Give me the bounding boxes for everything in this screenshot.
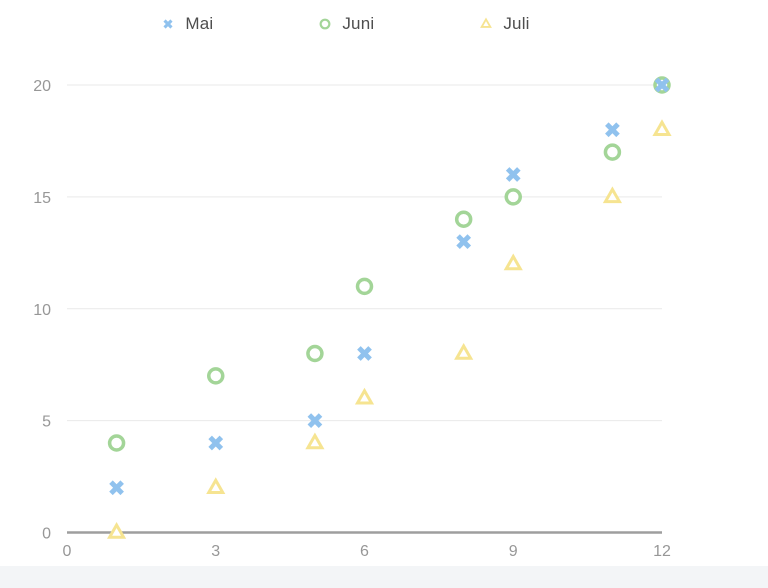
data-point-mai[interactable] (109, 480, 124, 496)
legend-label: Mai (185, 14, 214, 33)
x-tick-label: 12 (653, 543, 671, 560)
data-point-juni[interactable] (603, 143, 622, 161)
data-point-juni[interactable] (504, 188, 522, 206)
legend-triangle-icon (480, 17, 493, 28)
data-point-juli[interactable] (354, 387, 375, 405)
legend-item-juni[interactable]: Juni (317, 14, 374, 34)
legend-marker-glyph (163, 19, 173, 29)
legend-marker-glyph (480, 17, 493, 28)
data-point-mai[interactable] (505, 167, 521, 182)
chart-legend: Mai Juni Juli (0, 14, 690, 34)
legend-item-mai[interactable]: Mai (160, 14, 213, 34)
data-point-juni[interactable] (306, 344, 324, 363)
data-point-juli[interactable] (107, 521, 127, 539)
data-point-juli[interactable] (206, 477, 226, 495)
x-tick-label: 6 (360, 543, 369, 560)
y-tick-label: 0 (42, 526, 51, 543)
data-point-juni[interactable] (355, 277, 374, 296)
data-point-mai[interactable] (654, 77, 670, 93)
legend-label: Juli (503, 14, 530, 33)
data-point-juni[interactable] (207, 367, 225, 385)
legend-label: Juni (342, 14, 375, 33)
data-point-juli[interactable] (652, 119, 672, 137)
x-tick-label: 3 (211, 543, 220, 560)
data-point-juli[interactable] (305, 432, 325, 450)
y-tick-label: 20 (33, 78, 51, 95)
data-point-mai[interactable] (605, 122, 620, 138)
data-point-juli[interactable] (454, 342, 474, 360)
data-point-mai[interactable] (456, 234, 472, 249)
data-point-mai[interactable] (208, 435, 224, 451)
legend-marker-glyph (319, 18, 331, 30)
page-background-strip (0, 566, 768, 588)
legend-circle-icon (319, 18, 331, 30)
legend-item-juli[interactable]: Juli (478, 14, 529, 34)
data-point-juli[interactable] (602, 186, 622, 204)
legend-cross-rot-icon (163, 19, 173, 29)
y-tick-label: 5 (42, 414, 51, 431)
data-point-juli[interactable] (503, 253, 523, 271)
y-tick-label: 15 (33, 190, 51, 207)
data-point-juni[interactable] (454, 210, 473, 228)
x-tick-label: 9 (509, 543, 518, 560)
data-point-juni[interactable] (107, 434, 126, 452)
x-tick-label: 0 (63, 543, 72, 560)
data-point-mai[interactable] (307, 413, 323, 428)
data-point-mai[interactable] (357, 346, 372, 361)
y-tick-label: 10 (33, 302, 51, 319)
